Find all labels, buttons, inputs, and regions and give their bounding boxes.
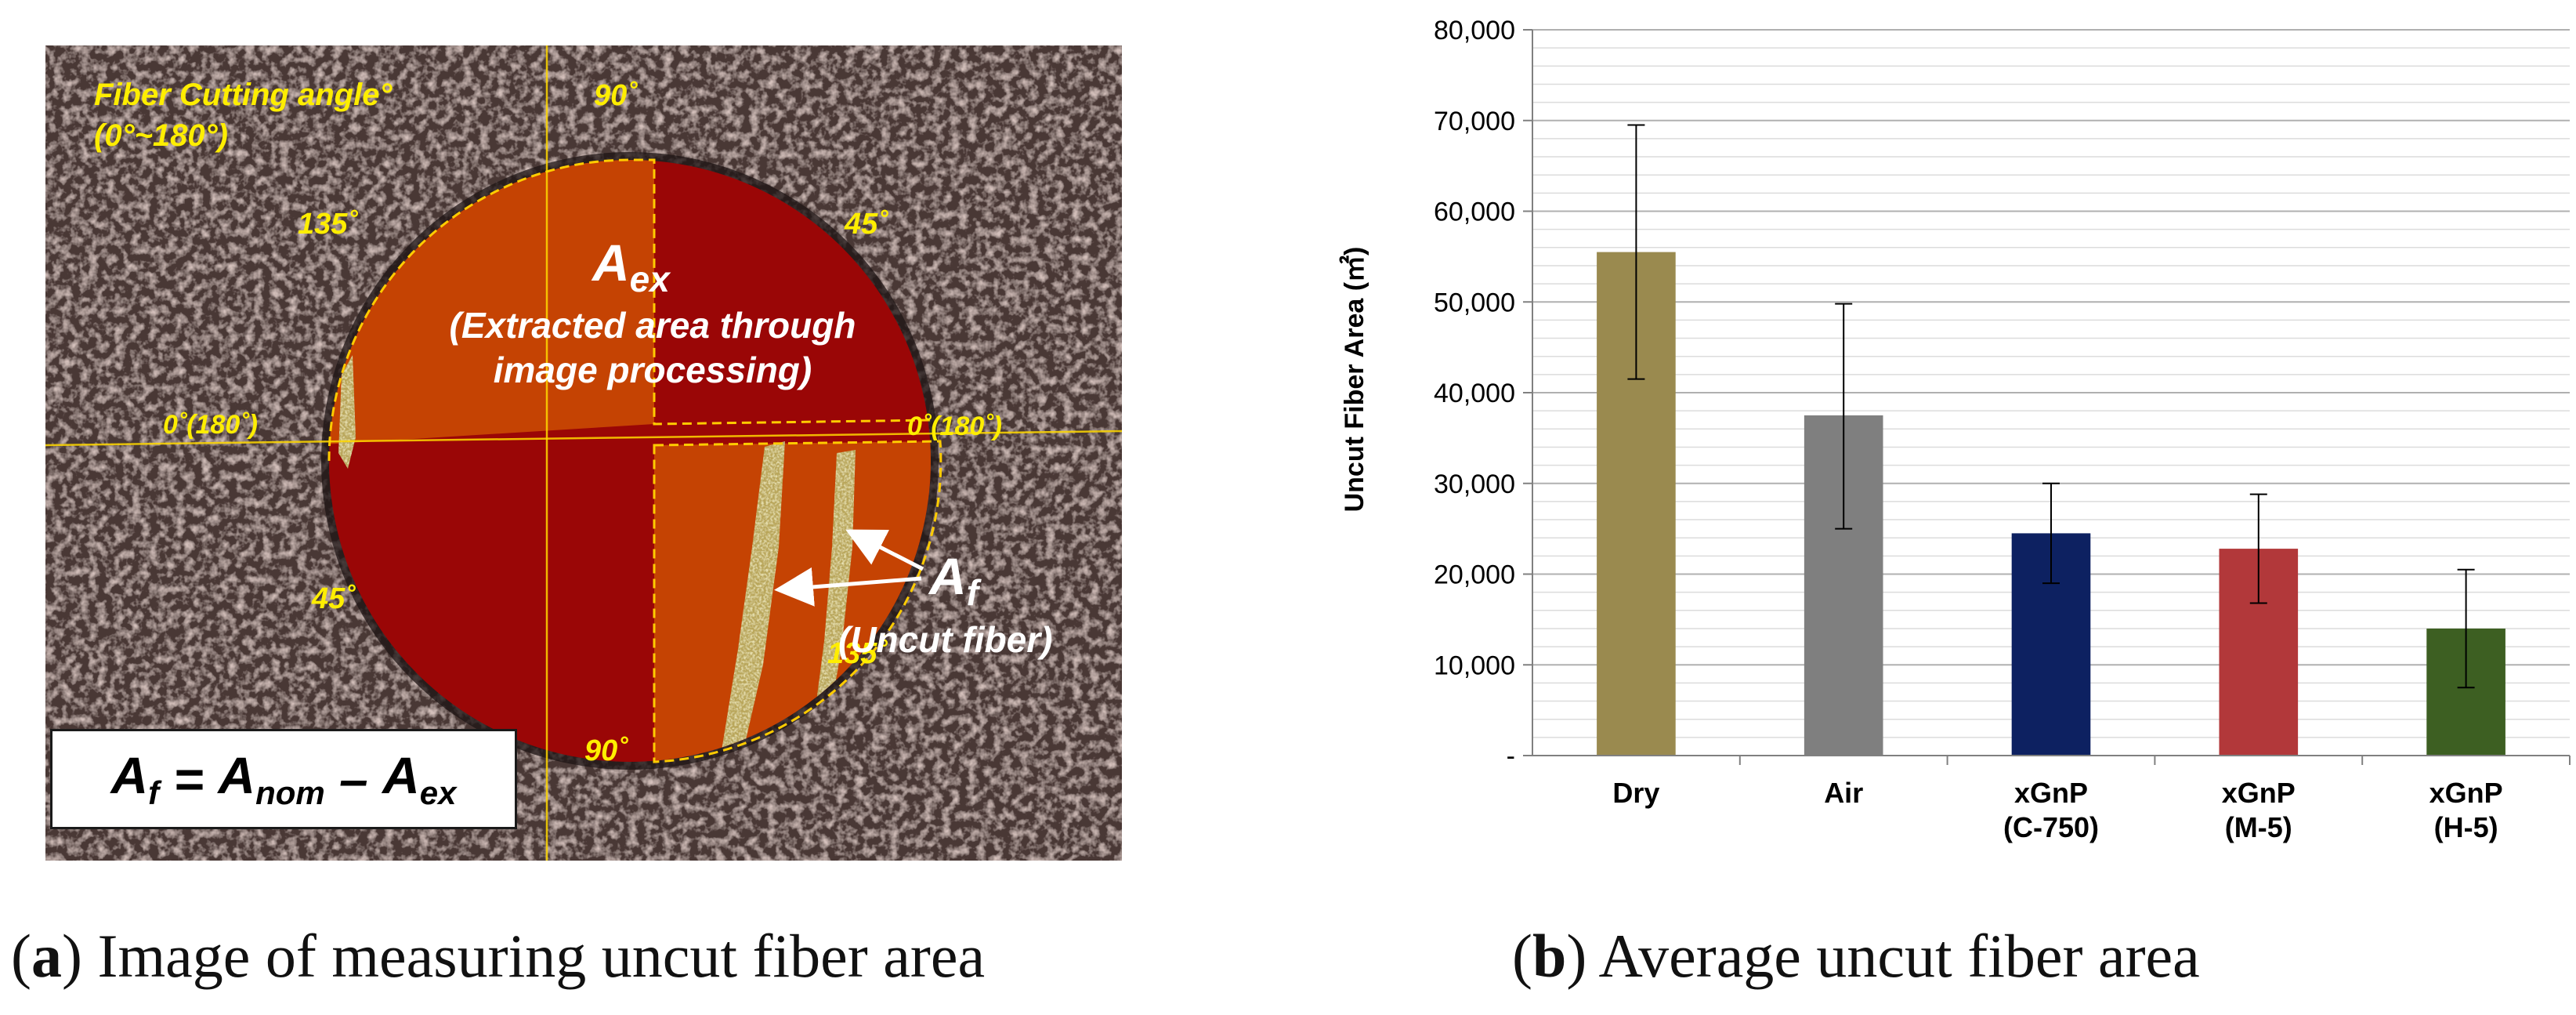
- x-category-label: xGnP: [2429, 777, 2503, 809]
- axes: - 10,000 20,000 30,000 40,000 50,000 60,000 70,…: [1434, 16, 2571, 843]
- hole-area: [329, 160, 931, 762]
- formula-af: Af: [110, 746, 160, 812]
- bars: [1597, 124, 2505, 756]
- arrow-to-fiber-2: [845, 529, 924, 571]
- angle-90-top: 90˚: [594, 79, 638, 112]
- extracted-area-text-line1: (Extracted area through: [450, 305, 856, 346]
- angle-45-right: 45˚: [844, 208, 888, 241]
- formula-aex: Aex: [382, 746, 457, 812]
- arrow-to-fiber-1: [774, 567, 922, 607]
- caption-b: (b) Average uncut fiber area: [1512, 922, 2200, 990]
- horizontal-axis-line: [45, 430, 1122, 447]
- y-tick-label: 10,000: [1434, 651, 1515, 680]
- x-category-label: Dry: [1612, 777, 1659, 809]
- micrograph-figure: Fiber Cutting angle° (0°~180°) 90˚ 135˚ …: [45, 45, 1122, 861]
- formula-box: Af = Anom – Aex: [50, 729, 517, 829]
- fiber-cutting-angle-label: Fiber Cutting angle°: [94, 78, 393, 112]
- y-axis-label: Uncut Fiber Area (㎡): [1339, 247, 1369, 513]
- x-category-label: (H-5): [2434, 811, 2498, 843]
- y-tick-label: 20,000: [1434, 560, 1515, 590]
- y-tick-label: 50,000: [1434, 288, 1515, 317]
- y-tick-label: 60,000: [1434, 198, 1515, 227]
- error-bar: [1835, 303, 1853, 530]
- y-tick-label: -: [1507, 741, 1515, 771]
- measurement-image-panel: Fiber Cutting angle° (0°~180°) 90˚ 135˚ …: [45, 45, 1122, 861]
- extracted-area-text-line2: image processing): [494, 350, 812, 390]
- uncut-boundary: [653, 440, 942, 763]
- a-ex-label: Aex: [591, 234, 671, 299]
- y-tick-label: 70,000: [1434, 107, 1515, 136]
- angle-135-left: 135˚: [298, 208, 358, 241]
- uncut-fiber-strands: [338, 355, 931, 760]
- x-category-label: (M-5): [2225, 811, 2292, 843]
- angle-90-bottom: 90˚: [584, 734, 628, 767]
- formula-equals: =: [159, 750, 219, 808]
- angle-45-left: 45˚: [311, 582, 356, 615]
- formula-anom: Anom: [218, 746, 325, 812]
- y-tick-label: 80,000: [1434, 16, 1515, 45]
- error-bar: [2042, 482, 2060, 585]
- error-bar: [2457, 568, 2475, 689]
- bar-chart-panel: - 10,000 20,000 30,000 40,000 50,000 60,000 70,…: [1316, 0, 2576, 886]
- extracted-boundary: [327, 158, 932, 462]
- x-category-label: (C-750): [2003, 811, 2099, 843]
- a-f-label: Af: [928, 547, 982, 613]
- angle-135-right: 135˚: [827, 637, 888, 670]
- uncut-fiber-area-chart: - 10,000 20,000 30,000 40,000 50,000 60,000 70,…: [1339, 16, 2571, 843]
- x-category-label: xGnP: [2222, 777, 2296, 809]
- error-bar: [1627, 124, 1645, 380]
- uncut-fiber-text: (Uncut fiber): [838, 619, 1052, 660]
- angle-range-label: (0°~180°): [94, 118, 228, 153]
- zero-angle-left: 0˚(180˚): [163, 410, 258, 440]
- x-category-label: Air: [1824, 777, 1863, 809]
- error-bar: [2249, 493, 2267, 604]
- caption-a: (a) Image of measuring uncut fiber area: [11, 922, 986, 990]
- zero-angle-right: 0˚(180˚): [907, 411, 1002, 441]
- x-category-label: xGnP: [2014, 777, 2088, 809]
- y-tick-label: 30,000: [1434, 469, 1515, 499]
- formula-minus: –: [324, 750, 383, 808]
- y-tick-label: 40,000: [1434, 379, 1515, 408]
